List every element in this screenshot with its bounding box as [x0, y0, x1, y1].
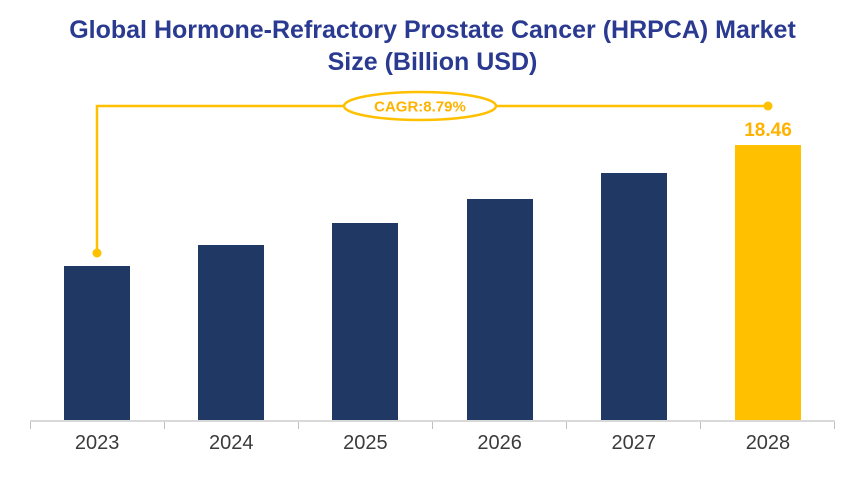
x-axis-labels: 2023 2024 2025 2026 2027 2028: [30, 432, 835, 455]
bar-2028-highlight: [734, 145, 801, 420]
bar-2027: [600, 173, 667, 420]
plot-area: [30, 90, 835, 420]
x-axis-label-2028: 2028: [745, 432, 791, 454]
x-axis-line: [30, 420, 835, 422]
x-axis-label-2023: 2023: [74, 432, 120, 454]
axis-tick: [30, 422, 31, 429]
bar-column-2028: [701, 145, 835, 420]
bar-2024: [198, 245, 265, 420]
value-label-2028: 18.46: [744, 120, 792, 141]
axis-tick: [298, 422, 299, 429]
bar-column-2026: [433, 199, 567, 420]
chart-title-line-1: Global Hormone-Refractory Prostate Cance…: [69, 16, 796, 44]
bar-column-2023: [30, 266, 164, 420]
axis-tick: [164, 422, 165, 429]
bar-2023: [64, 266, 131, 420]
x-axis-label-2027: 2027: [611, 432, 657, 454]
axis-tick: [566, 422, 567, 429]
bar-2025: [332, 223, 399, 420]
bar-column-2027: [567, 173, 701, 420]
chart-title: Global Hormone-Refractory Prostate Cance…: [0, 0, 865, 78]
axis-tick: [432, 422, 433, 429]
axis-tick: [700, 422, 701, 429]
bar-column-2024: [164, 245, 298, 420]
bar-2026: [466, 199, 533, 420]
x-axis-label-2025: 2025: [343, 432, 388, 454]
chart-area: CAGR:8.79% 18.46 2023 2024 2025 2026 202…: [30, 90, 835, 455]
axis-tick: [834, 422, 835, 429]
chart-title-line-2: Size (Billion USD): [327, 48, 538, 76]
x-axis-ticks: [30, 422, 835, 429]
bar-column-2025: [298, 223, 432, 420]
x-axis-label-2024: 2024: [209, 432, 254, 454]
x-axis-label-2026: 2026: [477, 432, 522, 454]
